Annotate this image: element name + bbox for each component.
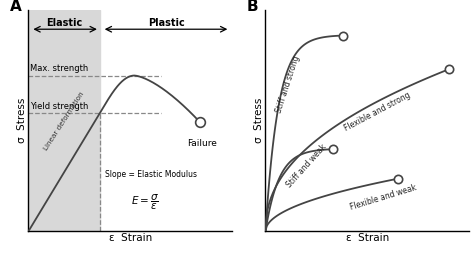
- Text: Max. strength: Max. strength: [30, 65, 89, 74]
- Text: Yield strength: Yield strength: [30, 102, 89, 111]
- Y-axis label: σ  Stress: σ Stress: [254, 98, 264, 143]
- Text: Plastic: Plastic: [147, 18, 184, 28]
- Text: Flexible and strong: Flexible and strong: [343, 90, 412, 133]
- X-axis label: ε  Strain: ε Strain: [109, 233, 152, 243]
- Bar: [28, 10, 100, 231]
- Text: $E = \dfrac{\sigma}{\varepsilon}$: $E = \dfrac{\sigma}{\varepsilon}$: [130, 193, 159, 212]
- Text: Elastic: Elastic: [46, 18, 82, 28]
- Y-axis label: σ  Stress: σ Stress: [17, 98, 27, 143]
- X-axis label: ε  Strain: ε Strain: [346, 233, 389, 243]
- Text: A: A: [10, 0, 22, 14]
- Text: Stiff and weak: Stiff and weak: [284, 143, 328, 189]
- Text: Linear deformation: Linear deformation: [43, 90, 85, 151]
- Text: Failure: Failure: [187, 139, 217, 148]
- Text: B: B: [247, 0, 259, 14]
- Text: Slope = Elastic Modulus: Slope = Elastic Modulus: [105, 170, 197, 179]
- Text: Stiff and strong: Stiff and strong: [274, 54, 301, 114]
- Text: Flexible and weak: Flexible and weak: [349, 183, 418, 212]
